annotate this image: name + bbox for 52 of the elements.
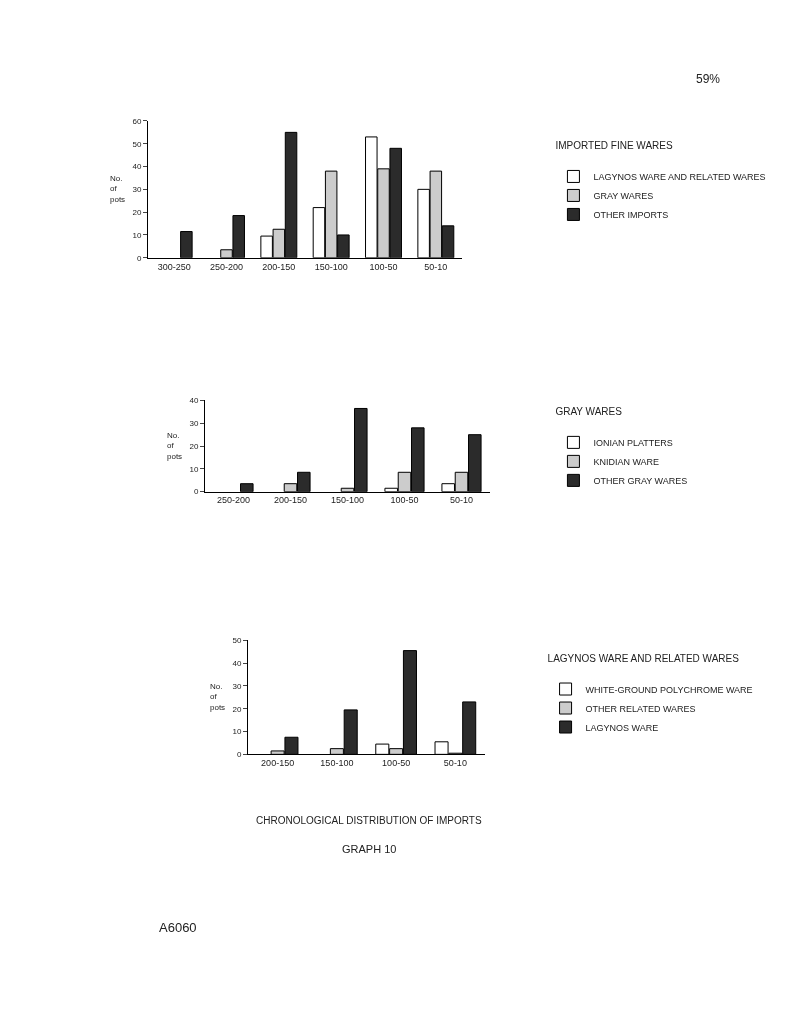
y-tick-label: 20: [232, 704, 242, 714]
y-tick-label: 50: [132, 139, 142, 149]
x-tick-label: 100-50: [390, 495, 419, 506]
legend-label: IONIAN PLATTERS: [593, 437, 673, 448]
x-tick-label: 150-100: [320, 758, 354, 769]
y-tick-label: 40: [132, 162, 142, 172]
y-tick-label: 60: [132, 116, 142, 126]
x-tick-label: 100-50: [369, 261, 398, 272]
y-tick-label: 20: [132, 207, 142, 217]
y-tick-label: 20: [189, 441, 199, 451]
x-tick-label: 100-50: [382, 758, 411, 769]
x-tick-label: 200-150: [261, 758, 295, 769]
legend-title: LAGYNOS WARE AND RELATED WARES: [547, 652, 740, 664]
legend-title: IMPORTED FINE WARES: [555, 139, 673, 151]
y-tick-label: 0: [136, 253, 142, 263]
x-tick-label: 150-100: [330, 495, 365, 506]
y-tick-label: 10: [232, 727, 242, 737]
legend-label: LAGYNOS WARE AND RELATED WARES: [593, 171, 766, 182]
legend-label: KNIDIAN WARE: [593, 456, 660, 467]
y-tick-label: 0: [236, 750, 242, 760]
legend-label: GRAY WARES: [593, 190, 654, 201]
y-axis-title: No. of pots: [167, 431, 183, 461]
x-tick-label: 200-150: [273, 495, 308, 506]
x-tick-label: 50-10: [443, 758, 467, 769]
legend-label: OTHER RELATED WARES: [585, 703, 696, 714]
y-tick-label: 10: [189, 464, 199, 474]
x-tick-label: 50-10: [424, 261, 448, 272]
legend-label: OTHER IMPORTS: [593, 209, 669, 220]
y-tick-label: 30: [232, 681, 242, 691]
x-tick-label: 250-200: [216, 495, 251, 506]
y-tick-label: 40: [189, 396, 199, 406]
x-tick-label: 150-100: [314, 261, 348, 272]
text: 59%: [696, 72, 721, 86]
y-axis-title: No. of pots: [210, 682, 226, 712]
y-tick-label: 10: [132, 230, 142, 240]
y-tick-label: 0: [193, 487, 199, 497]
caption: GRAPH 10: [342, 843, 397, 855]
legend-label: OTHER GRAY WARES: [593, 475, 688, 486]
y-tick-label: 40: [232, 658, 242, 668]
y-tick-label: 30: [189, 419, 199, 429]
legend-label: WHITE-GROUND POLYCHROME WARE: [585, 684, 753, 695]
x-tick-label: 300-250: [157, 261, 191, 272]
text: A6060: [159, 920, 197, 935]
x-tick-label: 250-200: [209, 261, 244, 272]
x-tick-label: 200-150: [262, 261, 296, 272]
y-axis-title: No. of pots: [110, 174, 126, 204]
text: CHRONOLOGICAL DISTRIBUTION OF IMPORTS: [256, 815, 482, 826]
x-tick-label: 50-10: [449, 495, 474, 506]
legend-title: GRAY WARES: [555, 405, 623, 417]
legend-label: LAGYNOS WARE: [585, 722, 659, 733]
y-tick-label: 30: [132, 185, 142, 195]
y-tick-label: 50: [232, 636, 242, 646]
